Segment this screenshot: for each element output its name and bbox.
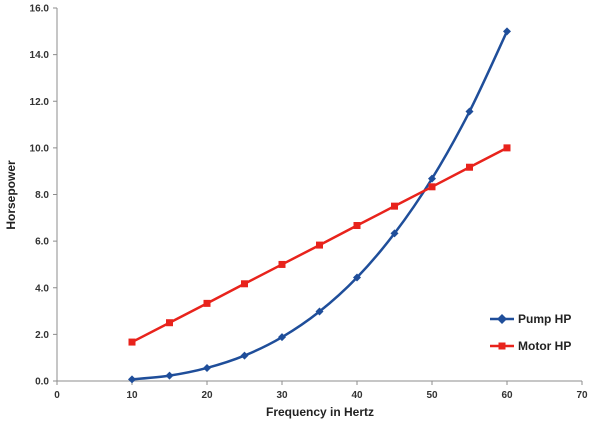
data-point-motor-hp (353, 222, 361, 230)
data-point-pump-hp (503, 27, 511, 36)
x-tick-label: 0 (54, 390, 60, 401)
y-ticks: 0.0 2.0 4.0 6.0 8.0 10.0 12.0 14.0 16.0 (30, 4, 57, 388)
data-point-pump-hp (278, 333, 286, 342)
data-point-pump-hp (128, 375, 136, 384)
data-point-pump-hp (165, 371, 174, 380)
y-tick-label: 14.0 (30, 50, 50, 61)
y-tick-label: 12.0 (30, 97, 50, 108)
data-point-motor-hp (391, 202, 398, 210)
data-point-motor-hp (278, 260, 286, 268)
data-point-pump-hp (315, 307, 324, 316)
y-tick-label: 0.0 (35, 377, 49, 388)
x-tick-label: 10 (126, 390, 138, 401)
legend-item-motor: Motor HP (490, 339, 571, 353)
axes (56, 8, 582, 382)
data-point-pump-hp (428, 174, 436, 183)
series-layer (128, 27, 511, 384)
x-tick-label: 40 (351, 390, 363, 401)
data-point-motor-hp (203, 299, 211, 307)
x-ticks: 0 10 20 30 40 50 60 70 (54, 381, 588, 401)
x-tick-label: 60 (501, 390, 513, 401)
data-point-motor-hp (428, 183, 436, 191)
y-tick-label: 6.0 (35, 237, 49, 248)
y-tick-label: 8.0 (35, 190, 49, 201)
x-tick-label: 50 (426, 390, 438, 401)
y-tick-label: 4.0 (35, 283, 49, 294)
legend: Pump HP Motor HP (490, 312, 571, 353)
data-point-motor-hp (241, 280, 248, 288)
data-point-motor-hp (166, 319, 173, 327)
data-point-pump-hp (240, 351, 249, 360)
data-point-motor-hp (128, 338, 136, 346)
x-tick-label: 70 (576, 390, 588, 401)
data-point-motor-hp (466, 163, 473, 171)
y-axis-title: Horsepower (4, 160, 18, 230)
y-tick-label: 10.0 (30, 143, 50, 154)
legend-label-pump: Pump HP (518, 312, 571, 326)
legend-marker-motor (498, 342, 506, 350)
data-point-pump-hp (353, 273, 361, 282)
data-point-pump-hp (390, 229, 399, 238)
data-point-pump-hp (203, 363, 211, 372)
data-point-pump-hp (465, 107, 474, 116)
x-axis-title: Frequency in Hertz (266, 405, 374, 419)
legend-item-pump: Pump HP (490, 312, 571, 326)
y-tick-label: 16.0 (30, 4, 50, 15)
series-line-pump-hp (131, 30, 509, 381)
y-tick-label: 2.0 (35, 330, 49, 341)
x-tick-label: 30 (276, 390, 288, 401)
legend-marker-pump (497, 314, 507, 324)
data-point-motor-hp (316, 241, 323, 249)
x-tick-label: 20 (201, 390, 213, 401)
data-point-motor-hp (503, 144, 511, 152)
legend-label-motor: Motor HP (518, 339, 571, 353)
